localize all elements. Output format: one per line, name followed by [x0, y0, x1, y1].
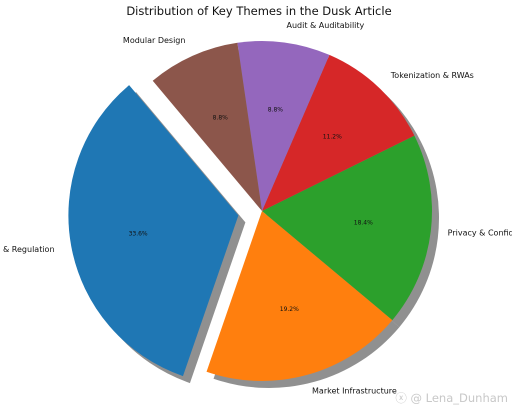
category-label-tokenization-rwas: Tokenization & RWAs — [390, 71, 474, 80]
slice-modular-design — [152, 42, 262, 212]
percent-label-audit-auditability: 8.8% — [268, 106, 284, 113]
slice-market-infrastructure — [206, 211, 393, 382]
percent-label-privacy-confidentiality: 18.4% — [354, 220, 373, 227]
category-labels: Compliance & Regulation Market Infrastruc… — [0, 21, 512, 396]
slice-privacy-confidentiality — [262, 135, 432, 321]
category-label-market-infrastructure: Market Infrastructure — [312, 387, 397, 396]
watermark: ⓧ @ Lena_Dunham — [395, 391, 508, 405]
percent-label-compliance-regulation: 33.6% — [129, 230, 148, 237]
category-label-modular-design: Modular Design — [123, 36, 186, 45]
slice-audit-auditability — [237, 41, 330, 212]
category-label-compliance-regulation: Compliance & Regulation — [0, 245, 55, 254]
percent-labels: 33.6% 19.2% 18.4% 11.2% 8.8% 8.8% — [129, 106, 374, 312]
slice-tokenization-rwas — [262, 54, 415, 211]
category-label-privacy-confidentiality: Privacy & Confidentiality — [448, 229, 512, 238]
slice-compliance-regulation — [68, 85, 239, 377]
chart-title: Distribution of Key Themes in the Dusk A… — [126, 4, 391, 18]
pie-slices — [68, 41, 432, 382]
category-label-audit-auditability: Audit & Auditability — [286, 21, 364, 30]
percent-label-market-infrastructure: 19.2% — [280, 306, 299, 313]
percent-label-modular-design: 8.8% — [213, 114, 229, 121]
percent-label-tokenization-rwas: 11.2% — [323, 134, 342, 141]
